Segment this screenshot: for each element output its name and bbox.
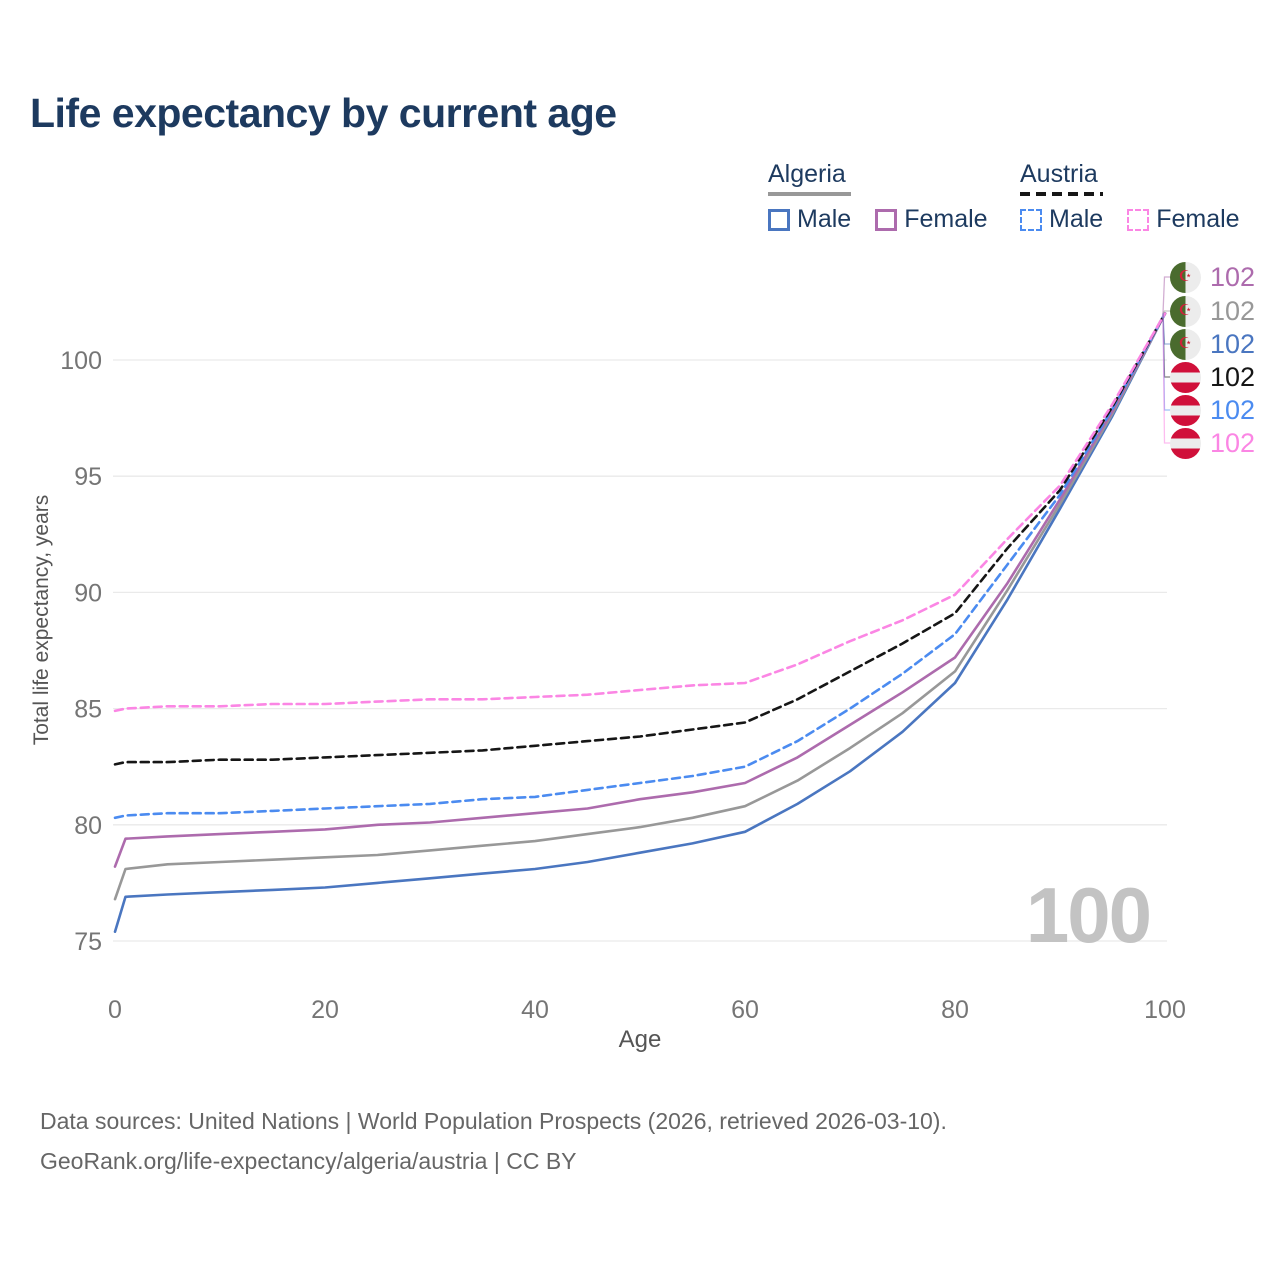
legend-item-label: Female (1156, 205, 1240, 233)
series-line-austria-both-sexes (113, 312, 1167, 766)
x-axis-title: Age (618, 1026, 662, 1053)
label-leader-line (1162, 310, 1171, 314)
algeria-male-swatch (768, 208, 790, 231)
x-tick-label: 40 (521, 996, 549, 1024)
legend-item-austria-female[interactable]: Female (1127, 205, 1240, 234)
series-line-algeria-female (113, 312, 1167, 868)
algeria-flag-icon (1170, 295, 1201, 327)
end-label-row: 102 (1170, 328, 1255, 360)
x-tick-label: 0 (108, 996, 122, 1024)
legend-item-austria-male[interactable]: Male (1020, 205, 1103, 234)
age-watermark: 100 (1025, 871, 1152, 959)
algeria-female-swatch (875, 208, 898, 231)
end-label-value: 102 (1210, 427, 1256, 458)
data-sources-note: Data sources: United Nations | World Pop… (40, 1108, 947, 1134)
algeria-flag-icon (1170, 328, 1201, 360)
austria-flag-icon (1170, 361, 1201, 393)
page-title: Life expectancy by current age (30, 90, 617, 136)
y-tick-label: 80 (74, 812, 102, 840)
austria-female-swatch (1127, 208, 1150, 231)
end-label-row: 102 (1170, 361, 1255, 393)
y-tick-label: 85 (74, 696, 102, 724)
x-tick-label: 80 (941, 996, 969, 1024)
legend-country-algeria[interactable]: Algeria (768, 160, 846, 188)
legend-item-label: Male (1049, 205, 1104, 233)
legend-item-label: Female (904, 205, 988, 233)
end-label-row: 102 (1170, 261, 1255, 293)
x-tick-label: 60 (731, 996, 759, 1024)
algeria-flag-icon (1170, 261, 1201, 293)
austria-male-swatch (1020, 208, 1042, 231)
y-tick-label: 95 (74, 463, 102, 491)
end-label-row: 102 (1170, 394, 1255, 426)
end-label-value: 102 (1210, 328, 1256, 359)
x-tick-label: 20 (311, 996, 339, 1024)
end-label-value: 102 (1210, 394, 1256, 425)
series-line-algeria-male (113, 312, 1167, 934)
legend-item-algeria-female[interactable]: Female (875, 205, 988, 234)
legend-country-austria[interactable]: Austria (1020, 160, 1098, 188)
austria-flag-icon (1170, 427, 1201, 459)
x-tick-label: 100 (1144, 996, 1186, 1024)
legend-item-algeria-male[interactable]: Male (768, 205, 851, 234)
austria-flag-icon (1170, 394, 1201, 426)
austria-line-style-swatch (1020, 192, 1103, 196)
legend-group-algeria: Algeria Male Female (768, 160, 988, 233)
series-line-algeria-both-sexes (113, 312, 1167, 901)
y-axis-title: Total life expectancy, years (30, 494, 53, 746)
end-label-row: 102 (1170, 295, 1255, 327)
series-line-austria-female (113, 312, 1167, 713)
y-tick-label: 90 (74, 579, 102, 607)
label-leader-line (1162, 276, 1171, 314)
end-label-value: 102 (1210, 261, 1256, 292)
attribution-note: GeoRank.org/life-expectancy/algeria/aust… (40, 1148, 577, 1174)
end-label-row: 102 (1170, 427, 1255, 459)
end-label-value: 102 (1210, 295, 1256, 326)
end-label-value: 102 (1210, 361, 1256, 392)
legend-group-austria: Austria Male Female (1020, 160, 1240, 233)
series-line-austria-male (113, 312, 1167, 820)
legend-item-label: Male (797, 205, 852, 233)
algeria-line-style-swatch (768, 192, 851, 196)
label-leader-line (1162, 313, 1171, 444)
y-tick-label: 100 (60, 347, 102, 375)
y-tick-label: 75 (74, 928, 102, 956)
